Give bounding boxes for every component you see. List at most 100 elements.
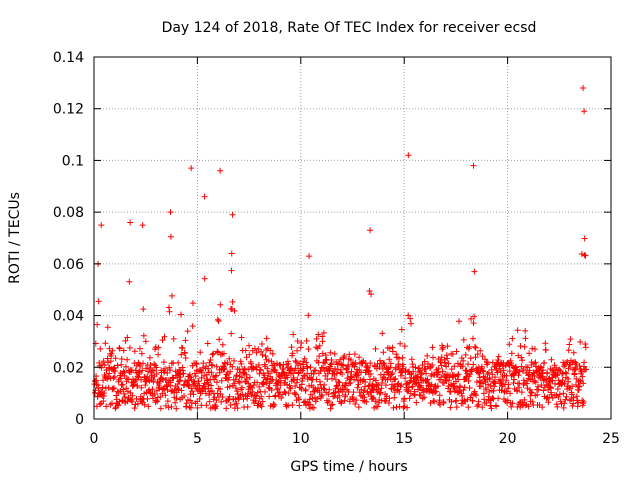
data-point	[486, 376, 493, 383]
data-point	[302, 386, 309, 393]
data-point	[580, 85, 587, 92]
data-point	[127, 219, 134, 226]
data-point	[297, 344, 304, 351]
data-point	[370, 382, 377, 389]
data-point	[453, 348, 460, 355]
data-point	[202, 390, 209, 397]
data-point	[414, 374, 421, 381]
data-point	[545, 399, 552, 406]
data-point	[189, 323, 196, 330]
data-point	[109, 347, 116, 354]
data-point	[189, 388, 196, 395]
data-point	[469, 335, 476, 342]
data-point	[382, 398, 389, 405]
data-point	[425, 360, 432, 367]
data-point	[391, 394, 398, 401]
data-point	[123, 375, 130, 382]
data-point	[228, 250, 235, 257]
data-point	[138, 350, 145, 357]
data-point	[182, 354, 189, 361]
data-point	[421, 358, 428, 365]
data-point	[291, 377, 298, 384]
data-point	[467, 394, 474, 401]
data-point	[303, 359, 310, 366]
data-point	[367, 360, 374, 367]
data-point	[100, 377, 107, 384]
data-point	[178, 351, 185, 358]
data-point	[159, 390, 166, 397]
data-point	[438, 362, 445, 369]
data-point	[118, 382, 125, 389]
data-point	[344, 369, 351, 376]
data-point	[376, 396, 383, 403]
data-point	[319, 350, 326, 357]
data-point	[554, 386, 561, 393]
data-point	[147, 361, 154, 368]
data-point	[472, 354, 479, 361]
data-point	[164, 369, 171, 376]
data-point	[570, 349, 577, 356]
data-point	[120, 347, 127, 354]
data-point	[409, 361, 416, 368]
data-point	[306, 396, 313, 403]
data-point	[198, 369, 205, 376]
data-point	[250, 382, 257, 389]
data-point	[461, 384, 468, 391]
y-tick-label: 0.06	[53, 257, 84, 273]
data-point	[434, 383, 441, 390]
data-point	[430, 354, 437, 361]
data-point	[327, 349, 334, 356]
data-point	[172, 399, 179, 406]
data-point	[258, 341, 265, 348]
data-point	[180, 370, 187, 377]
data-point	[319, 338, 326, 345]
data-point	[522, 327, 529, 334]
data-point	[102, 385, 109, 392]
data-point	[120, 368, 127, 375]
data-point	[96, 359, 103, 366]
data-point	[213, 379, 220, 386]
data-point	[223, 405, 230, 412]
data-point	[325, 391, 332, 398]
data-point	[225, 374, 232, 381]
data-point	[142, 338, 149, 345]
data-point	[384, 376, 391, 383]
data-point	[403, 380, 410, 387]
data-point	[372, 398, 379, 405]
data-point	[180, 382, 187, 389]
data-point	[470, 162, 477, 169]
data-point	[483, 386, 490, 393]
data-point	[196, 395, 203, 402]
data-point	[257, 367, 264, 374]
data-point	[228, 267, 235, 274]
data-point	[162, 392, 169, 399]
data-point	[224, 359, 231, 366]
data-point	[106, 345, 113, 352]
data-point	[188, 404, 195, 411]
data-point	[295, 370, 302, 377]
data-point	[357, 392, 364, 399]
data-point	[286, 384, 293, 391]
data-point	[393, 404, 400, 411]
data-point	[322, 360, 329, 367]
data-point	[368, 291, 375, 298]
data-point	[268, 387, 275, 394]
data-point	[183, 400, 190, 407]
data-point	[471, 343, 478, 350]
data-point	[429, 361, 436, 368]
data-point	[356, 354, 363, 361]
data-point	[521, 396, 528, 403]
data-point	[138, 376, 145, 383]
data-point	[329, 401, 336, 408]
data-point	[100, 398, 107, 405]
data-point	[522, 335, 529, 342]
data-point	[290, 331, 297, 338]
data-point	[575, 399, 582, 406]
data-point	[92, 378, 99, 385]
data-point	[113, 392, 120, 399]
data-point	[312, 367, 319, 374]
data-point	[116, 344, 123, 351]
data-point	[338, 398, 345, 405]
y-tick-label: 0.04	[53, 309, 84, 325]
data-point	[472, 344, 479, 351]
